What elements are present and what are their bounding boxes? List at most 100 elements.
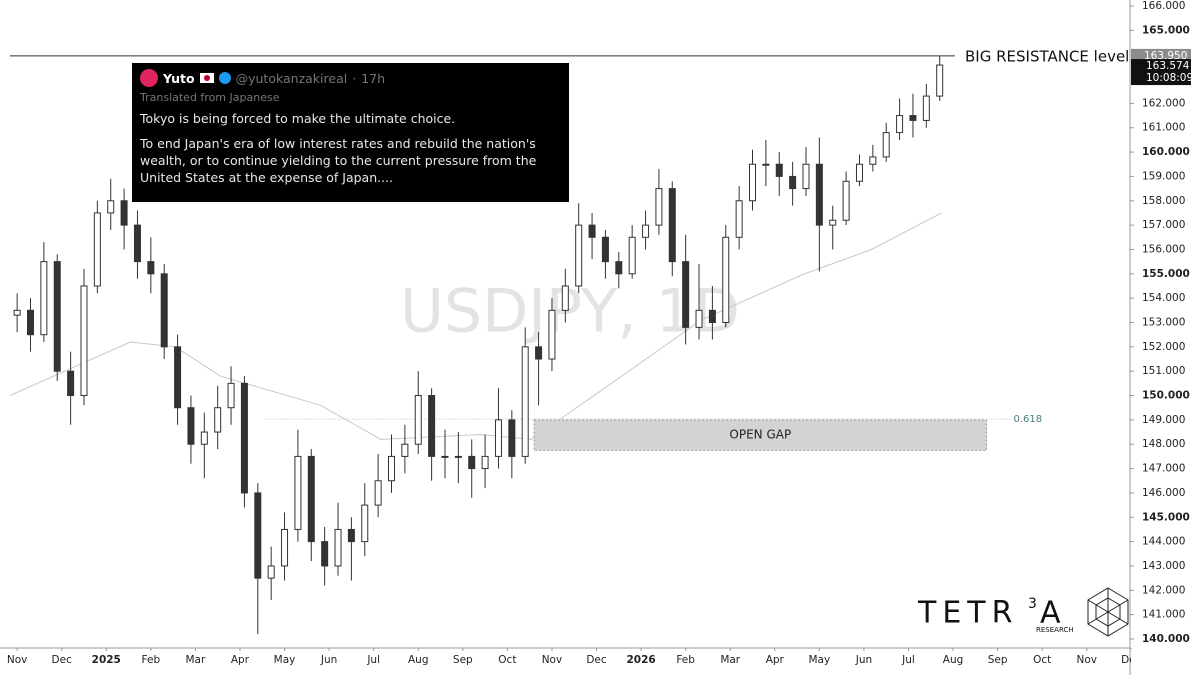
candle-body bbox=[254, 492, 262, 579]
candle-body bbox=[347, 528, 355, 543]
y-tick-label: 148.000 bbox=[1142, 438, 1185, 450]
y-tick-label: 150.000 bbox=[1142, 390, 1190, 402]
candle-body bbox=[107, 200, 115, 214]
y-tick-label: 158.000 bbox=[1142, 195, 1185, 207]
x-tick-label: Aug bbox=[408, 654, 429, 666]
x-tick-label: 2026 bbox=[626, 654, 655, 666]
candle-body bbox=[454, 455, 462, 458]
candle-body bbox=[441, 455, 449, 458]
candle-body bbox=[67, 370, 75, 397]
x-tick-label: Sep bbox=[988, 654, 1008, 666]
candle-body bbox=[227, 382, 235, 409]
candle-body bbox=[321, 541, 329, 567]
y-tick-label: 140.000 bbox=[1142, 633, 1190, 645]
open-gap-label: OPEN GAP bbox=[729, 428, 791, 442]
x-tick-label: Apr bbox=[231, 654, 250, 666]
x-tick-label: Jul bbox=[901, 654, 915, 666]
candle-body bbox=[708, 309, 716, 324]
tweet-text: Tokyo is being forced to make the ultima… bbox=[140, 111, 456, 126]
y-tick-label: 160.000 bbox=[1142, 146, 1190, 158]
candle-body bbox=[334, 528, 342, 567]
tweet-time: 17h bbox=[361, 70, 386, 86]
candle-body bbox=[762, 163, 770, 166]
x-tick-label: Oct bbox=[1033, 654, 1051, 666]
y-tick-label: 151.000 bbox=[1142, 365, 1185, 377]
candle-body bbox=[695, 309, 703, 328]
candle-body bbox=[80, 285, 88, 397]
candle-body bbox=[388, 455, 396, 482]
candle-body bbox=[13, 309, 21, 316]
y-tick-label: 157.000 bbox=[1142, 219, 1185, 231]
y-tick-label: 156.000 bbox=[1142, 243, 1185, 255]
y-tick-label: 161.000 bbox=[1142, 122, 1185, 134]
y-tick-label: 142.000 bbox=[1142, 584, 1185, 596]
candle-body bbox=[842, 180, 850, 221]
x-tick-label: Jun bbox=[855, 654, 872, 666]
x-tick-label: Apr bbox=[766, 654, 785, 666]
y-tick-label: 152.000 bbox=[1142, 341, 1185, 353]
last-price-tag bbox=[1131, 59, 1191, 86]
y-tick-label: 166.000 bbox=[1142, 0, 1185, 12]
y-tick-label: 144.000 bbox=[1142, 536, 1185, 548]
candle-body bbox=[855, 163, 863, 182]
candle-body bbox=[588, 224, 596, 238]
x-tick-label: Nov bbox=[542, 654, 563, 666]
candle-body bbox=[775, 163, 783, 177]
y-tick-label: 147.000 bbox=[1142, 463, 1185, 475]
candle-body bbox=[401, 443, 409, 457]
candle-body bbox=[869, 156, 877, 165]
x-tick-label: Mar bbox=[185, 654, 205, 666]
candle-body bbox=[40, 261, 48, 336]
y-tick-label: 159.000 bbox=[1142, 170, 1185, 182]
candle-body bbox=[896, 115, 904, 134]
candle-body bbox=[909, 115, 917, 121]
candle-body bbox=[829, 219, 837, 226]
candle-body bbox=[722, 236, 730, 324]
candle-body bbox=[882, 132, 890, 158]
candle-body bbox=[374, 480, 382, 506]
candle-body bbox=[749, 163, 757, 202]
avatar bbox=[140, 69, 158, 87]
candle-body bbox=[160, 273, 168, 348]
candle-body bbox=[508, 419, 516, 457]
candle-body bbox=[628, 236, 636, 275]
candle-body bbox=[214, 407, 222, 433]
flag-icon bbox=[199, 73, 214, 83]
candle-body bbox=[414, 395, 422, 445]
open-gap bbox=[533, 419, 987, 451]
y-tick-label: 141.000 bbox=[1142, 609, 1185, 621]
candle-body bbox=[601, 236, 609, 263]
candle-body bbox=[802, 163, 810, 190]
y-tick-label: 149.000 bbox=[1142, 414, 1185, 426]
y-tick-label: 154.000 bbox=[1142, 292, 1185, 304]
candle-body bbox=[615, 261, 623, 275]
separator: · bbox=[352, 70, 357, 86]
candle-body bbox=[240, 382, 248, 494]
countdown-label: 10:08:09 bbox=[1146, 72, 1193, 84]
x-tick-label: Feb bbox=[142, 654, 161, 666]
y-tick-label: 165.000 bbox=[1142, 24, 1190, 36]
candle-body bbox=[655, 188, 663, 226]
logo-icon bbox=[1087, 587, 1129, 637]
candle-body bbox=[147, 261, 155, 275]
y-tick-label: 146.000 bbox=[1142, 487, 1185, 499]
x-tick-label: 2025 bbox=[92, 654, 121, 666]
x-tick-label: Dec bbox=[52, 654, 73, 666]
y-tick-label: 145.000 bbox=[1142, 511, 1190, 523]
logo-text: TETR bbox=[917, 596, 1018, 631]
corner bbox=[1131, 649, 1200, 675]
resistance-tag-label: 163.950 bbox=[1144, 50, 1187, 62]
candle-body bbox=[267, 565, 275, 579]
plot: 0.618 OPEN GAP BIG RESISTANCE level bbox=[9, 47, 1129, 635]
y-tick-label: 155.000 bbox=[1142, 268, 1190, 280]
candle-body bbox=[682, 261, 690, 328]
logo-end: A bbox=[1040, 596, 1061, 631]
candle-body bbox=[521, 346, 529, 457]
x-tick-label: Sep bbox=[453, 654, 473, 666]
candle-body bbox=[642, 224, 650, 238]
candle-body bbox=[133, 224, 141, 263]
candle-body bbox=[561, 285, 569, 311]
candle-body bbox=[668, 188, 676, 263]
